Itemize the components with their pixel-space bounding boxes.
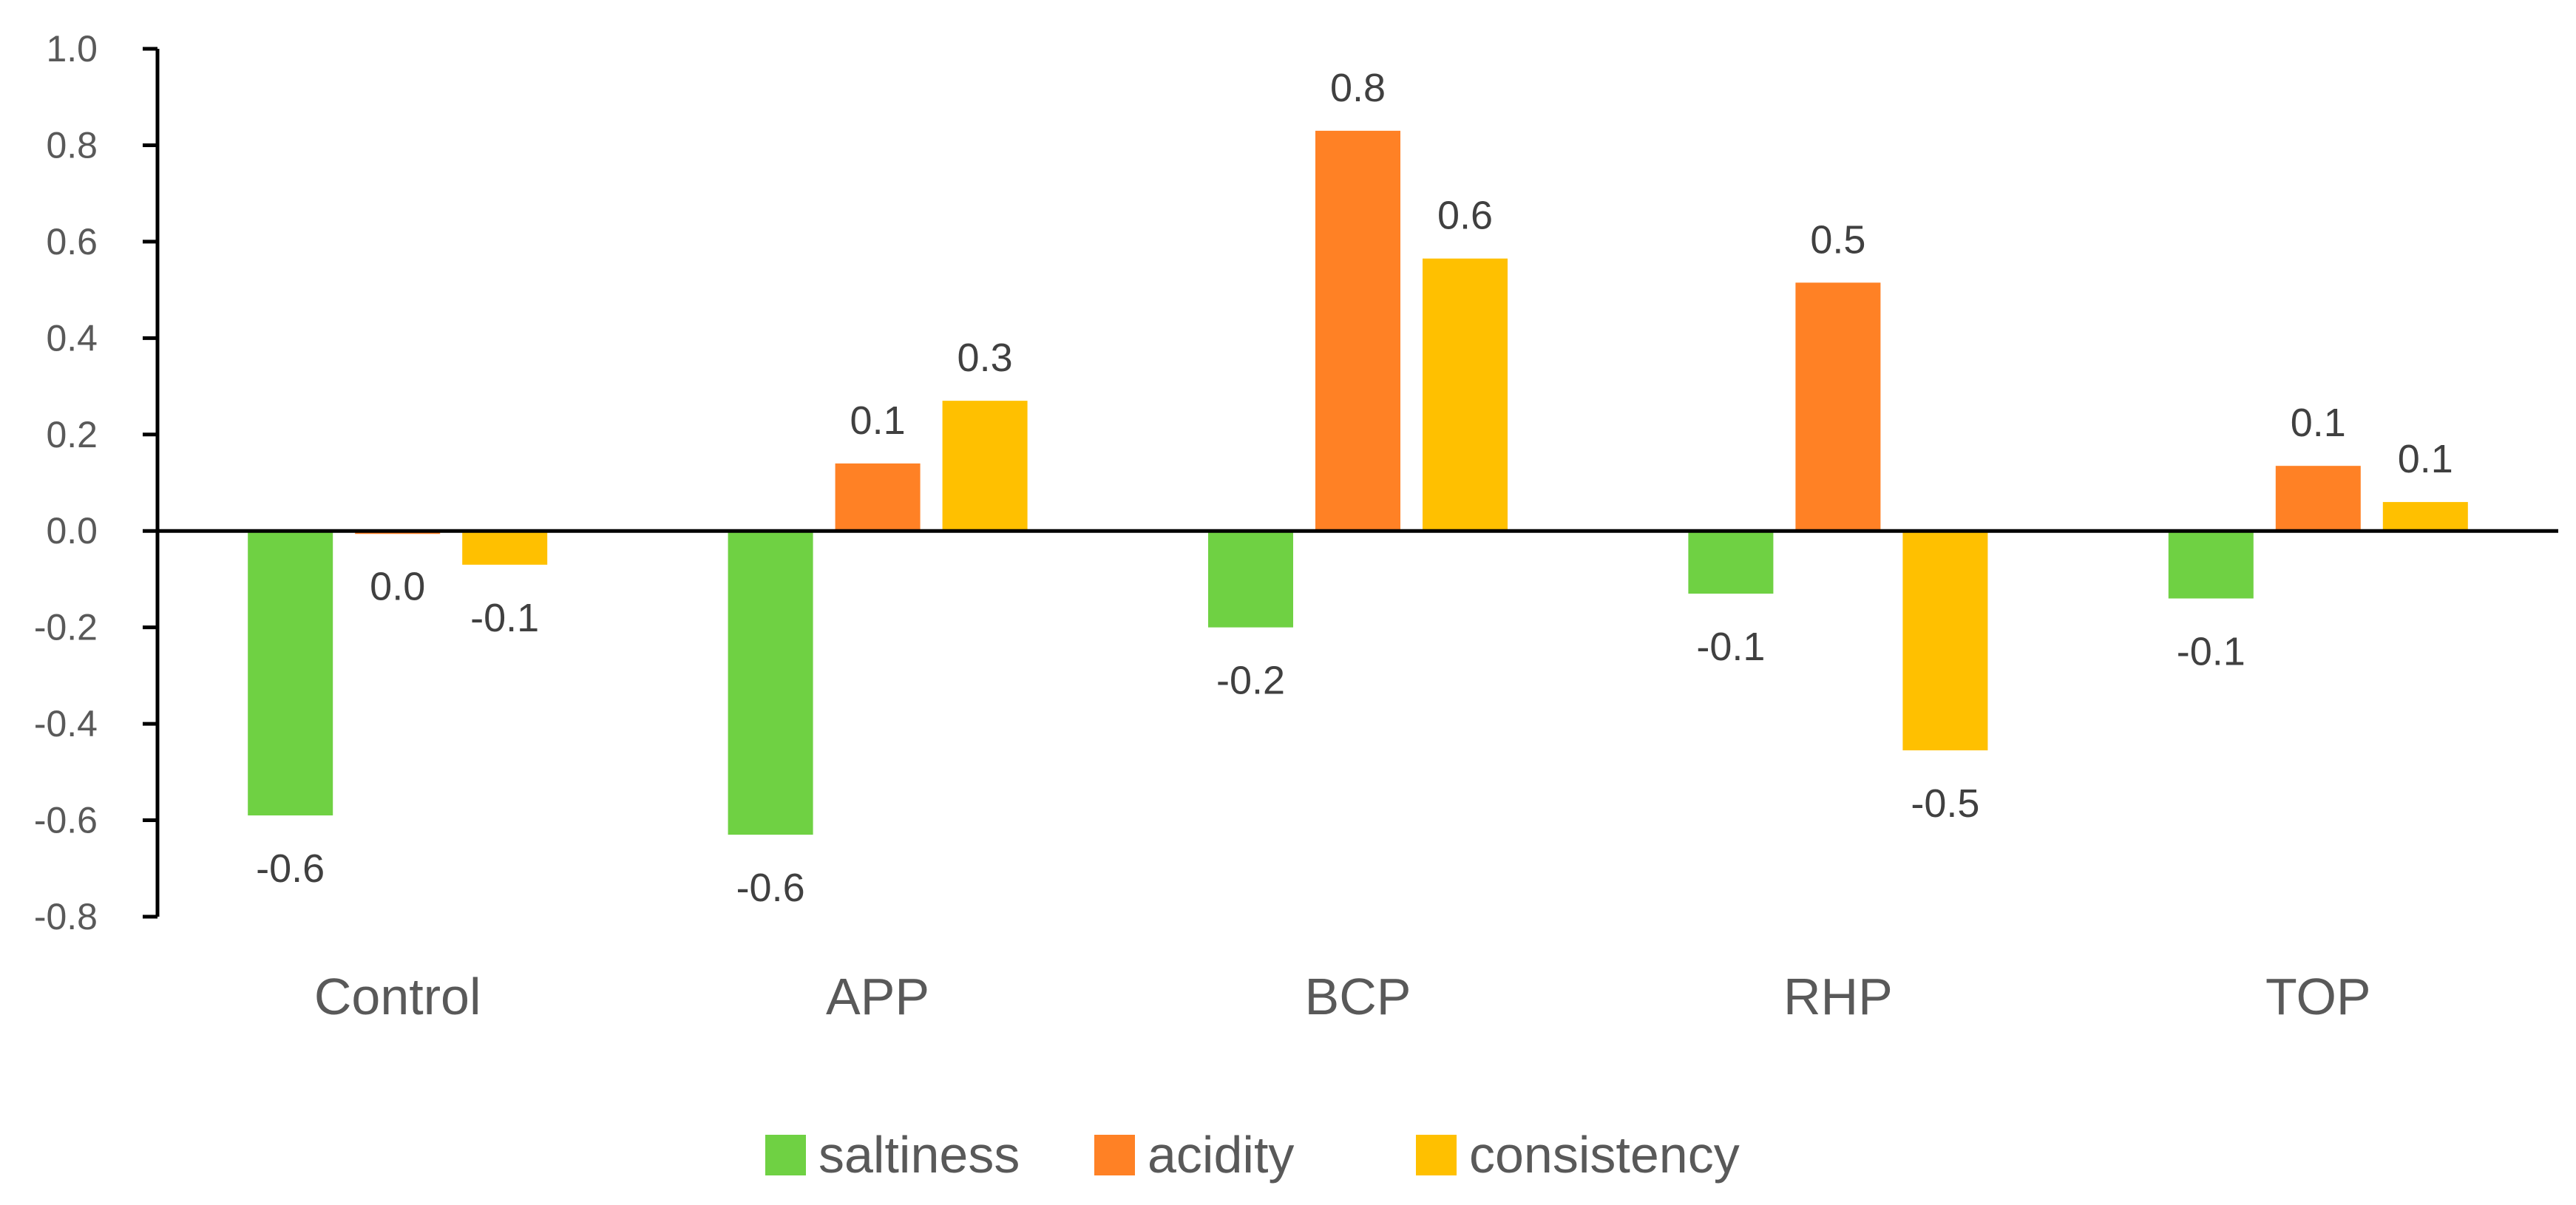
y-tick-label: 0.0 [46,510,98,551]
data-label-saltiness-control: -0.6 [256,846,325,891]
legend-label-saltiness: saltiness [818,1126,1020,1184]
y-tick-label: -0.4 [34,703,98,744]
y-tick-label: 0.2 [46,414,98,455]
category-labels: Control APP BCP RHP TOP [314,968,2371,1025]
data-labels: -0.6 0.0 -0.1 -0.6 0.1 0.3 -0.2 0.8 0.6 -0.1 0.5 -0… [256,66,2453,910]
bar-consistency-bcp [1423,258,1508,532]
bar-acidity-top [2275,466,2361,532]
bar-consistency-control [462,531,548,565]
bar-consistency-app [942,401,1028,532]
bars [248,130,2468,835]
legend-label-acidity: acidity [1148,1126,1294,1184]
data-label-acidity-bcp: 0.8 [1330,66,1386,110]
category-label-top: TOP [2265,968,2371,1025]
data-label-saltiness-bcp: -0.2 [1216,659,1285,703]
bar-consistency-rhp [1902,531,1988,750]
bar-saltiness-rhp [1688,531,1774,594]
y-tick-label: -0.2 [34,607,98,648]
bar-acidity-app [835,463,921,532]
legend-label-consistency: consistency [1469,1126,1740,1184]
legend-swatch-saltiness [765,1135,806,1175]
data-label-consistency-top: 0.1 [2398,437,2453,481]
data-label-saltiness-rhp: -0.1 [1696,625,1765,669]
bar-saltiness-control [248,531,333,816]
bar-acidity-rhp [1795,282,1881,532]
legend: saltiness acidity consistency [765,1126,1740,1184]
data-label-acidity-control: 0.0 [370,564,425,608]
y-tick-label: 0.8 [46,124,98,166]
legend-swatch-acidity [1094,1135,1135,1175]
y-tick-label: 0.6 [46,221,98,262]
bar-acidity-bcp [1315,130,1400,532]
y-tick-label: 1.0 [46,28,98,69]
data-label-consistency-bcp: 0.6 [1437,194,1493,238]
bar-saltiness-bcp [1208,531,1293,628]
data-label-consistency-control: -0.1 [470,596,539,640]
category-label-bcp: BCP [1305,968,1411,1025]
y-tick-label: -0.8 [34,896,98,937]
data-label-acidity-rhp: 0.5 [1810,217,1865,262]
category-label-control: Control [314,968,481,1025]
bar-saltiness-top [2168,531,2254,599]
y-axis: 1.0 0.8 0.6 0.4 0.2 0.0 -0.2 -0.4 -0.6 -0.8 [34,28,160,937]
legend-swatch-consistency [1416,1135,1457,1175]
y-tick-label: -0.6 [34,800,98,841]
category-label-rhp: RHP [1783,968,1893,1025]
data-label-acidity-app: 0.1 [850,398,906,443]
y-tick-label: 0.4 [46,317,98,359]
data-label-saltiness-app: -0.6 [736,866,805,910]
data-label-acidity-top: 0.1 [2291,401,2346,445]
category-label-app: APP [826,968,929,1025]
data-label-consistency-rhp: -0.5 [1911,781,1979,826]
bar-consistency-top [2382,502,2468,532]
bar-saltiness-app [728,531,813,835]
data-label-consistency-app: 0.3 [957,336,1013,380]
data-label-saltiness-top: -0.1 [2177,630,2245,674]
